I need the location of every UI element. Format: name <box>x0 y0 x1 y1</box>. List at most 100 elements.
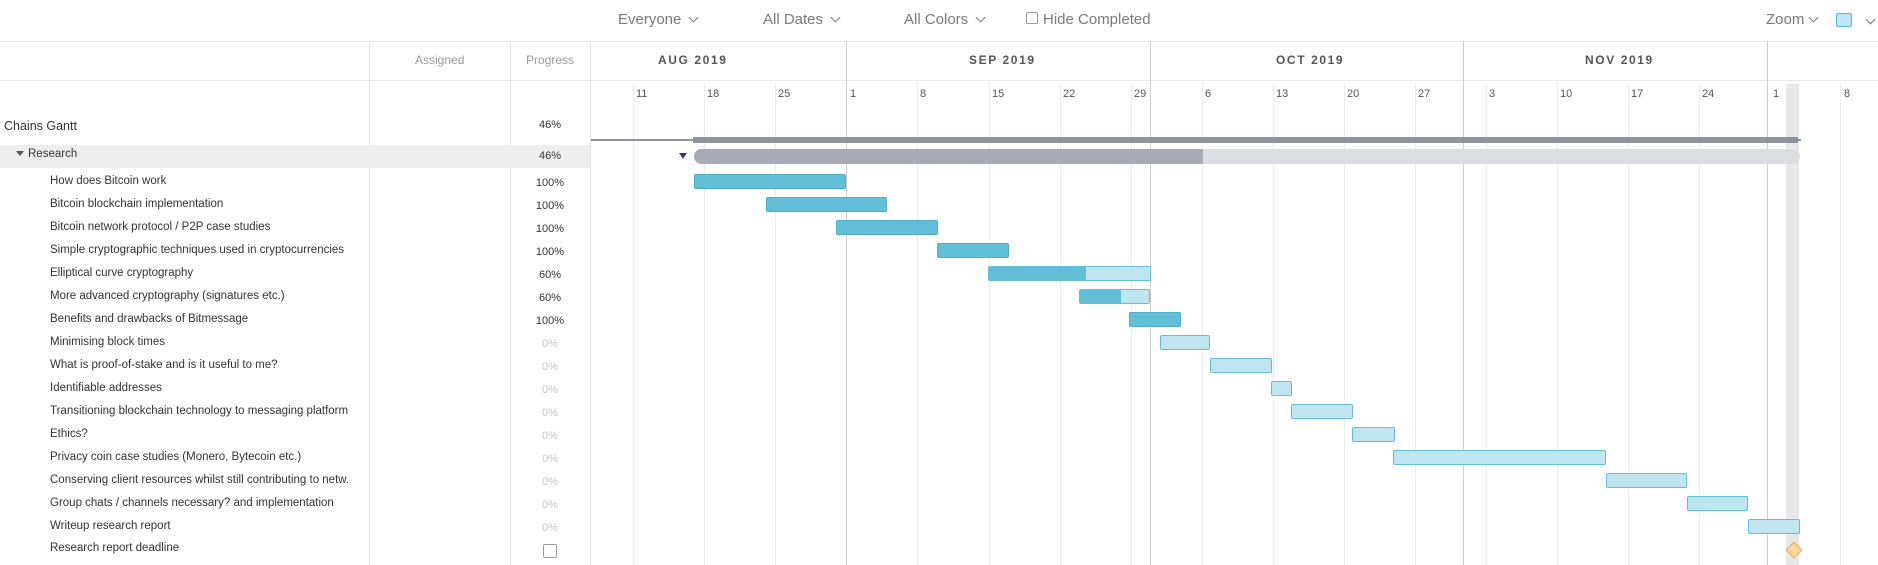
task-bar[interactable] <box>1352 427 1395 442</box>
day-label: 27 <box>1418 88 1431 100</box>
task-progress: 0% <box>542 453 558 465</box>
progress-column-header[interactable]: Progress <box>526 53 575 67</box>
task-progress: 0% <box>542 338 558 350</box>
week-gridline <box>1344 84 1345 565</box>
task-name[interactable]: More advanced cryptography (signatures e… <box>50 290 285 302</box>
task-name[interactable]: Group chats / channels necessary? and im… <box>50 497 334 509</box>
task-bar[interactable] <box>1687 496 1748 511</box>
column-divider <box>590 41 591 565</box>
week-gridline <box>1557 84 1558 565</box>
task-bar[interactable] <box>1129 312 1181 327</box>
task-progress: 100% <box>535 200 565 212</box>
task-name[interactable]: Conserving client resources whilst still… <box>50 474 350 486</box>
task-name[interactable]: Privacy coin case studies (Monero, Bytec… <box>50 451 302 463</box>
people-filter-dropdown[interactable]: Everyone <box>618 11 699 28</box>
day-label: 8 <box>920 88 927 100</box>
color-filter-dropdown[interactable]: All Colors <box>904 11 986 28</box>
milestone-name[interactable]: Research report deadline <box>50 542 180 554</box>
chevron-down-icon <box>1808 12 1819 23</box>
project-name[interactable]: Chains Gantt <box>4 119 77 133</box>
day-label: 29 <box>1134 88 1147 100</box>
task-bar[interactable] <box>1291 404 1353 419</box>
task-bar[interactable] <box>1606 473 1687 488</box>
task-progress: 100% <box>535 223 565 235</box>
task-bar[interactable] <box>1160 335 1210 350</box>
task-name[interactable]: What is proof-of-stake and is it useful … <box>50 359 278 371</box>
task-bar[interactable] <box>694 174 846 189</box>
month-divider <box>1150 41 1151 565</box>
task-progress: 0% <box>542 499 558 511</box>
week-gridline <box>1060 84 1061 565</box>
column-divider <box>510 41 511 565</box>
task-progress: 0% <box>542 430 558 442</box>
day-label: 25 <box>778 88 791 100</box>
month-divider <box>1463 41 1464 565</box>
assigned-column-header[interactable]: Assigned <box>415 53 465 67</box>
milestone-checkbox[interactable] <box>543 544 557 558</box>
expand-caret-icon[interactable] <box>16 151 24 156</box>
week-gridline <box>775 84 776 565</box>
day-label: 11 <box>636 88 648 100</box>
zoom-dropdown[interactable]: Zoom <box>1766 11 1819 28</box>
hide-completed-toggle[interactable]: Hide Completed <box>1026 11 1151 28</box>
week-gridline <box>989 84 990 565</box>
week-gridline <box>1415 84 1416 565</box>
task-name[interactable]: Bitcoin blockchain implementation <box>50 198 224 210</box>
task-bar[interactable] <box>1210 358 1272 373</box>
task-name[interactable]: Elliptical curve cryptography <box>50 267 194 279</box>
color-swatch-icon[interactable] <box>1836 13 1852 27</box>
task-progress: 100% <box>535 177 565 189</box>
task-name[interactable]: Bitcoin network protocol / P2P case stud… <box>50 221 271 233</box>
task-bar[interactable] <box>1271 381 1292 396</box>
task-name[interactable]: How does Bitcoin work <box>50 175 167 187</box>
task-bar[interactable] <box>1393 450 1606 465</box>
group-name: Research <box>28 148 78 160</box>
task-bar[interactable] <box>836 220 938 235</box>
date-filter-label: All Dates <box>763 11 824 28</box>
column-header-row: Assigned Progress <box>0 41 1878 81</box>
day-label: 10 <box>1560 88 1573 100</box>
task-name[interactable]: Writeup research report <box>50 520 171 532</box>
task-name[interactable]: Ethics? <box>50 428 88 440</box>
task-name[interactable]: Transitioning blockchain technology to m… <box>50 405 349 417</box>
research-progress-fill <box>694 149 1203 164</box>
week-gridline <box>1202 84 1203 565</box>
day-label: 6 <box>1205 88 1212 100</box>
task-progress-fill <box>1080 290 1122 303</box>
research-summary-bar[interactable] <box>694 149 1800 164</box>
project-progress: 46% <box>538 119 562 131</box>
task-bar[interactable] <box>766 197 887 212</box>
task-bar[interactable] <box>1748 519 1800 534</box>
collapse-arrow-icon[interactable] <box>679 153 687 159</box>
month-label: NOV 2019 <box>1585 53 1654 67</box>
chevron-down-icon[interactable] <box>1865 14 1876 25</box>
task-progress: 0% <box>542 476 558 488</box>
task-name[interactable]: Benefits and drawbacks of Bitmessage <box>50 313 249 325</box>
chevron-down-icon <box>975 12 986 23</box>
column-divider <box>369 41 370 565</box>
task-bar[interactable] <box>937 243 1009 258</box>
date-filter-dropdown[interactable]: All Dates <box>763 11 841 28</box>
task-progress: 0% <box>542 522 558 534</box>
task-bar[interactable] <box>1079 289 1150 304</box>
month-label: SEP 2019 <box>969 53 1036 67</box>
day-label: 22 <box>1063 88 1076 100</box>
task-name[interactable]: Identifiable addresses <box>50 382 162 394</box>
people-filter-label: Everyone <box>618 11 682 28</box>
day-label: 13 <box>1276 88 1289 100</box>
month-divider <box>846 41 847 565</box>
week-gridline <box>633 84 634 565</box>
task-progress: 0% <box>542 407 558 419</box>
group-research[interactable]: Research <box>16 148 77 160</box>
day-label: 24 <box>1702 88 1715 100</box>
project-summary-bar[interactable] <box>693 137 1798 143</box>
task-name[interactable]: Minimising block times <box>50 336 166 348</box>
task-name[interactable]: Simple cryptographic techniques used in … <box>50 244 345 256</box>
hide-completed-label: Hide Completed <box>1043 11 1151 28</box>
day-label: 8 <box>1844 88 1851 100</box>
hide-completed-checkbox[interactable] <box>1026 12 1038 25</box>
task-bar[interactable] <box>988 266 1151 281</box>
task-progress-fill <box>989 267 1086 280</box>
task-progress: 60% <box>538 269 562 281</box>
chevron-down-icon <box>830 12 841 23</box>
